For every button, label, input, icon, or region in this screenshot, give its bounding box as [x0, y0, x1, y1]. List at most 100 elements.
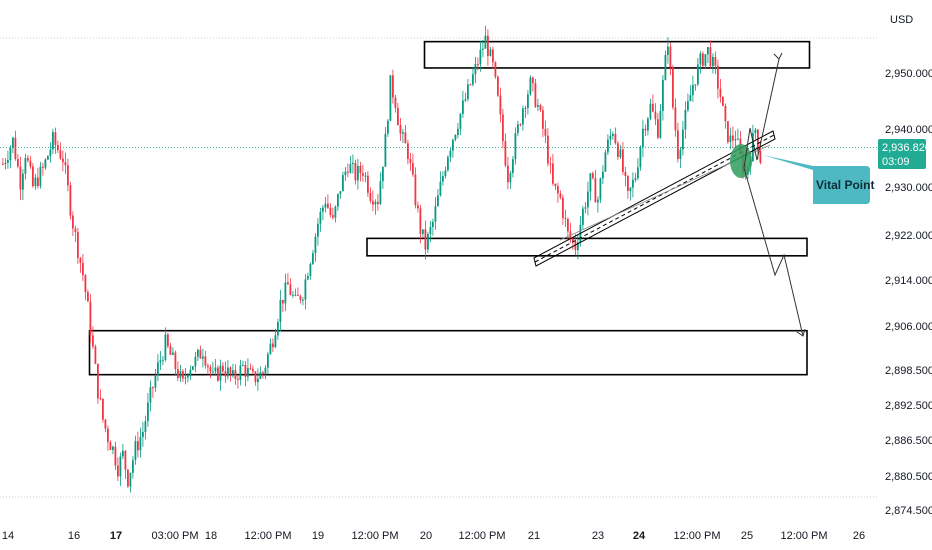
candle-body: [222, 365, 224, 372]
candle-body: [492, 49, 494, 63]
candle-body: [712, 56, 714, 67]
candle-body: [427, 234, 429, 250]
price-tick-label: 2,892.500: [885, 400, 932, 412]
candle-body: [294, 294, 297, 296]
candle-body: [544, 128, 547, 136]
candle-body: [329, 207, 332, 216]
bullish-path: [743, 58, 780, 169]
candle-body: [44, 159, 47, 168]
candle-body: [524, 108, 527, 110]
candle-body: [447, 156, 449, 171]
candle-body: [114, 446, 117, 466]
candle-body: [124, 450, 127, 470]
candle-body: [364, 175, 367, 177]
candle-body: [224, 371, 227, 377]
candle-body: [407, 143, 409, 160]
candle-body: [759, 150, 762, 163]
candle-body: [152, 387, 154, 389]
time-tick-label: 19: [312, 530, 324, 542]
candle-body: [374, 201, 377, 205]
candle-body: [104, 419, 107, 429]
price-tick-label: 2,950.000: [885, 68, 932, 80]
candle-body: [339, 191, 342, 195]
time-tick-label: 25: [741, 530, 753, 542]
candle-body: [727, 121, 729, 143]
candle-body: [284, 282, 287, 304]
candle-body: [279, 299, 282, 323]
time-axis[interactable]: 14 16 17 03:00 PM 18 12:00 PM 19 12:00 PM 20 12:0…: [2, 530, 865, 542]
candle-body: [512, 159, 514, 174]
candle-body: [132, 460, 134, 473]
candle-body: [487, 35, 489, 56]
candle-body: [384, 133, 387, 167]
candle-body: [134, 441, 137, 461]
candle-body: [694, 84, 697, 86]
last-price-badge: [878, 139, 926, 169]
candle-body: [2, 163, 4, 165]
candle-body: [144, 421, 147, 433]
candle-body: [464, 99, 467, 101]
candle-body: [22, 173, 24, 190]
candle-body: [179, 371, 182, 378]
candle-body: [682, 129, 684, 150]
candle-body: [714, 56, 717, 66]
candle-body: [197, 349, 199, 357]
candle-body: [519, 124, 522, 126]
bullish-arrowhead: [773, 52, 783, 60]
candle-body: [349, 163, 352, 173]
candle-body: [117, 465, 119, 477]
candle-body: [47, 156, 49, 160]
supply-demand-zones: [88, 40, 811, 376]
candle-body: [452, 139, 454, 151]
time-tick-label: 12:00 PM: [244, 530, 291, 542]
candle-body: [652, 103, 654, 112]
candle-body: [649, 103, 652, 119]
zone-box-2: [88, 329, 808, 376]
candle-body: [442, 175, 444, 182]
candle-body: [87, 292, 89, 302]
time-tick-label: 12:00 PM: [780, 530, 827, 542]
candle-body: [549, 163, 552, 165]
candle-body: [432, 221, 434, 228]
candle-body: [594, 178, 597, 203]
price-axis[interactable]: 2,950.000 2,940.000 2,930.000 2,922.000 2,91…: [885, 68, 932, 517]
candle-body: [424, 229, 427, 250]
candle-body: [507, 165, 509, 183]
candle-body: [662, 79, 664, 111]
candle-body: [619, 149, 622, 158]
bar-countdown: 03:09: [882, 156, 910, 168]
candle-body: [377, 201, 379, 204]
price-tick-label: 2,930.000: [885, 182, 932, 194]
candle-body: [534, 83, 537, 107]
candle-body: [194, 356, 197, 367]
candle-body: [504, 141, 507, 166]
candle-body: [582, 208, 584, 225]
candle-body: [617, 143, 619, 158]
candle-body: [32, 166, 34, 187]
candle-body: [147, 402, 149, 422]
candle-body: [429, 227, 432, 235]
candle-body: [557, 186, 559, 194]
last-price-value: 2,936.820: [882, 142, 931, 154]
candle-body: [184, 377, 187, 379]
candle-body: [514, 133, 517, 160]
candle-body: [232, 370, 234, 375]
chart-grid: [0, 37, 878, 498]
candle-body: [229, 367, 232, 375]
candle-body: [404, 132, 407, 144]
bearish-path: [743, 167, 804, 337]
candle-body: [542, 110, 544, 129]
candle-body: [64, 162, 67, 166]
candle-body: [669, 46, 672, 68]
candle-body: [757, 129, 759, 151]
candle-body: [242, 364, 244, 366]
candle-body: [609, 135, 612, 140]
candle-body: [92, 335, 94, 347]
candle-body: [49, 149, 52, 157]
candle-body: [89, 301, 92, 336]
candle-body: [497, 76, 499, 96]
candle-body: [622, 149, 624, 172]
candle-body: [192, 366, 194, 370]
candle-body: [699, 53, 702, 65]
